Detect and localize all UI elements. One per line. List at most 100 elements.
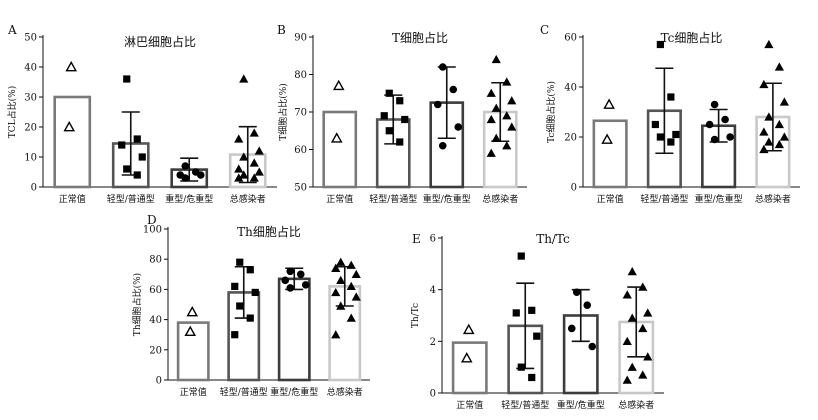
panel-letter: A bbox=[7, 23, 17, 37]
y-tick-label: 40 bbox=[564, 83, 577, 94]
x-tick-label: 轻型/普通型 bbox=[220, 386, 268, 398]
data-point bbox=[301, 281, 310, 289]
data-point bbox=[239, 170, 249, 179]
x-tick-label: 总感染者 bbox=[618, 399, 654, 411]
bar bbox=[451, 341, 488, 395]
data-point bbox=[249, 128, 259, 137]
data-point bbox=[336, 301, 346, 310]
data-point bbox=[638, 323, 648, 333]
y-axis-label: T细胞占比(%) bbox=[277, 83, 289, 141]
data-point bbox=[491, 54, 501, 64]
data-point bbox=[186, 306, 199, 317]
data-point bbox=[651, 120, 659, 129]
data-point bbox=[438, 63, 447, 71]
data-point bbox=[281, 276, 290, 285]
data-point bbox=[236, 302, 244, 310]
data-point bbox=[254, 167, 264, 176]
data-point bbox=[239, 74, 249, 83]
y-tick-label: 80 bbox=[149, 255, 162, 266]
chart-panel-a: A 淋巴细胞占比 TCL占比(%) 0 10 20 30 40 50 正常值 轻型/普通型 重型/危重… bbox=[6, 23, 277, 205]
y-tick-label: 0 bbox=[31, 183, 37, 194]
data-point bbox=[759, 127, 769, 136]
bar bbox=[592, 119, 628, 189]
data-point bbox=[528, 306, 536, 314]
y-tick-label: 60 bbox=[564, 33, 577, 44]
data-point bbox=[517, 252, 525, 260]
data-point bbox=[764, 39, 774, 49]
y-tick-label: 0 bbox=[571, 183, 577, 194]
data-point bbox=[181, 162, 190, 170]
data-point bbox=[433, 100, 442, 109]
data-point bbox=[63, 120, 76, 132]
data-point bbox=[196, 171, 205, 179]
data-point bbox=[286, 284, 295, 292]
data-point bbox=[622, 290, 632, 299]
panel-letter: B bbox=[277, 23, 286, 37]
data-point bbox=[254, 146, 264, 155]
data-point bbox=[118, 141, 126, 149]
data-point bbox=[138, 153, 146, 161]
data-point bbox=[385, 89, 393, 97]
data-point bbox=[779, 97, 789, 106]
data-point bbox=[65, 60, 78, 72]
data-point bbox=[502, 141, 512, 150]
y-tick-label: 20 bbox=[24, 123, 37, 134]
data-point bbox=[643, 308, 653, 317]
x-tick-label: 正常值 bbox=[59, 193, 86, 205]
data-point bbox=[401, 115, 409, 124]
data-point bbox=[346, 313, 356, 322]
data-point bbox=[491, 103, 501, 112]
data-point bbox=[486, 114, 496, 124]
x-tick-label: 正常值 bbox=[597, 193, 624, 205]
data-point bbox=[622, 336, 632, 346]
data-point bbox=[346, 260, 356, 269]
y-tick-label: 40 bbox=[149, 315, 162, 326]
data-point bbox=[336, 275, 346, 285]
data-point bbox=[779, 132, 789, 141]
chart-title: Th细胞占比 bbox=[237, 224, 301, 239]
y-tick-label: 50 bbox=[294, 183, 307, 194]
x-tick-label: 正常值 bbox=[326, 193, 353, 205]
data-point bbox=[507, 122, 517, 131]
data-point bbox=[583, 301, 592, 309]
data-point bbox=[336, 257, 346, 266]
data-point bbox=[764, 137, 774, 146]
y-tick-label: 50 bbox=[24, 33, 37, 44]
chart-panel-b: B T细胞占比 T细胞占比(%) 50 60 70 80 90 正常值 轻型/普通型 重型/危重型总… bbox=[277, 23, 527, 205]
data-point bbox=[512, 309, 520, 317]
x-tick-label: 正常值 bbox=[456, 399, 483, 411]
bar bbox=[322, 110, 358, 189]
data-point bbox=[249, 158, 259, 167]
chart-title: Th/Tc bbox=[536, 232, 570, 246]
data-point bbox=[774, 62, 784, 71]
data-point bbox=[351, 292, 361, 301]
data-point bbox=[572, 288, 581, 297]
data-point bbox=[627, 266, 637, 276]
data-point bbox=[759, 144, 769, 154]
bar bbox=[277, 277, 311, 382]
data-point bbox=[710, 100, 719, 109]
x-tick-label: 轻型/普通型 bbox=[501, 399, 549, 411]
x-tick-label: 轻型/普通型 bbox=[640, 193, 688, 205]
data-point bbox=[603, 98, 615, 109]
y-tick-label: 60 bbox=[149, 285, 162, 296]
data-point bbox=[396, 138, 404, 146]
y-tick-label: 10 bbox=[24, 153, 37, 164]
y-tick-label: 4 bbox=[430, 285, 436, 296]
chart-panel-e: E Th/Tc Th/Tc 0 2 4 6 正常值 轻型/普通型 重型/危重型 总感染者 bbox=[411, 232, 664, 411]
data-point bbox=[588, 342, 597, 351]
data-point bbox=[332, 79, 345, 91]
data-point bbox=[380, 112, 388, 120]
data-point bbox=[133, 171, 141, 179]
x-tick-label: 重型/危重型 bbox=[557, 399, 605, 411]
chart-title: Tc细胞占比 bbox=[661, 30, 723, 45]
data-point bbox=[251, 288, 259, 297]
panel-letter: C bbox=[540, 23, 549, 37]
chart-title: T细胞占比 bbox=[392, 30, 448, 45]
data-point bbox=[184, 325, 197, 337]
y-tick-label: 0 bbox=[430, 389, 436, 400]
x-tick-label: 总感染者 bbox=[230, 193, 266, 205]
x-tick-label: 总感染者 bbox=[755, 193, 791, 205]
data-point bbox=[486, 88, 496, 97]
data-point bbox=[438, 141, 447, 150]
